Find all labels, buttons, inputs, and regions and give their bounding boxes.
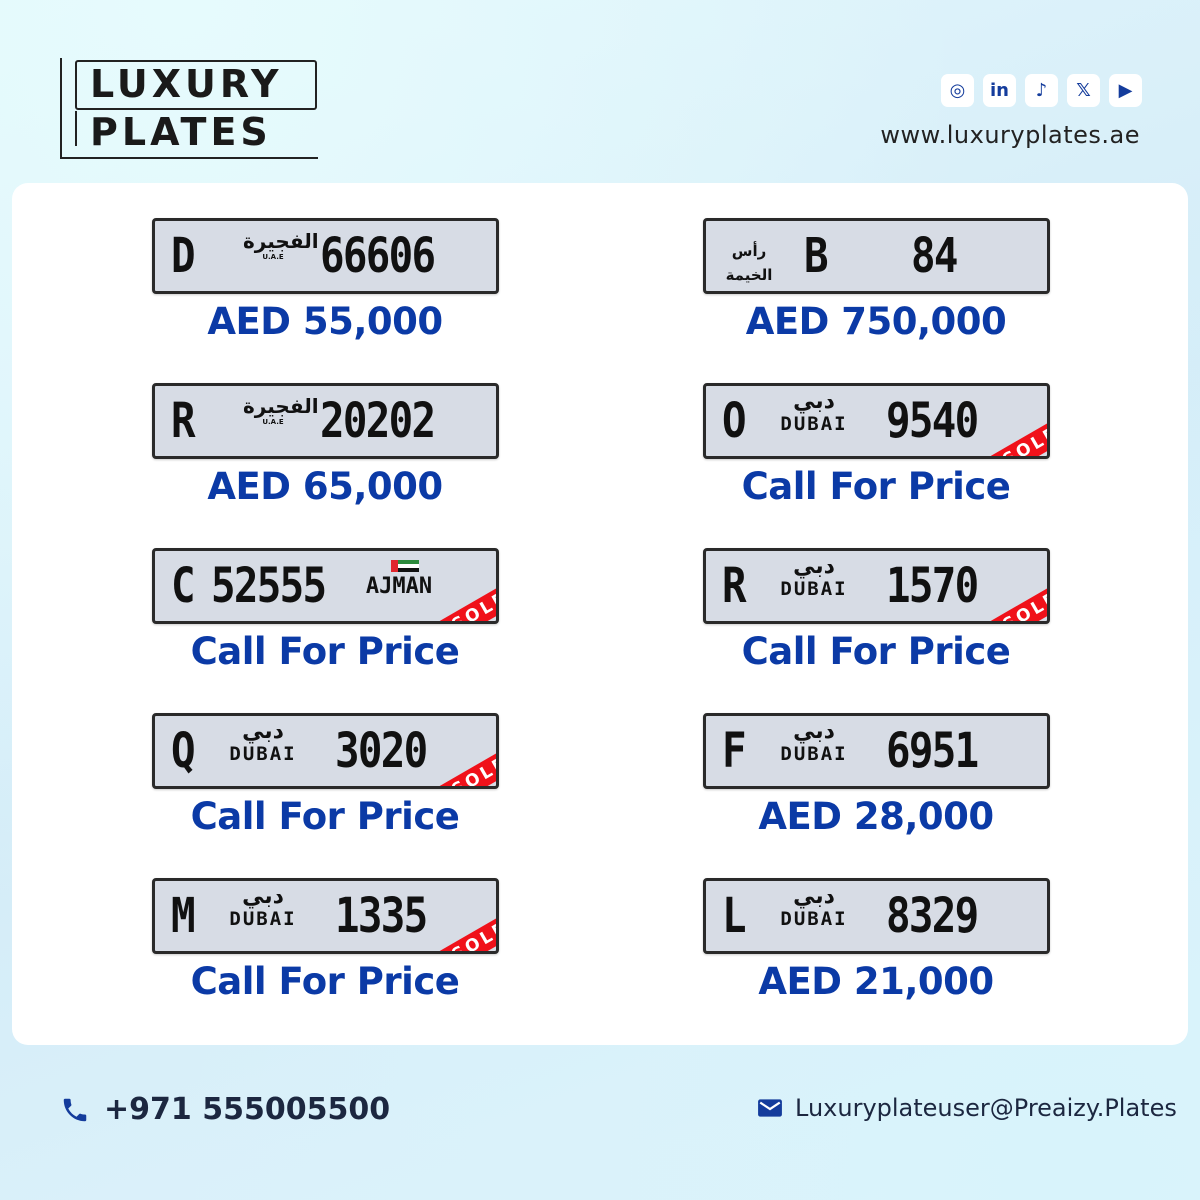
plate-letter: Q [171,723,196,779]
plate-price: Call For Price [741,630,1011,673]
sold-ribbon: SOLD [978,573,1047,621]
website-link[interactable]: www.luxuryplates.ae [880,121,1140,149]
plate-number: 1570 [886,558,979,614]
youtube-icon[interactable]: ▶ [1109,74,1142,107]
plate-price: AED 55,000 [207,300,443,343]
plate-letter: L [722,888,747,944]
plate-price: AED 21,000 [758,960,994,1003]
social-links: ◎ in ♪ 𝕏 ▶ [941,74,1142,107]
plates-card: D الفجيرة U.A.E 66606 AED 55,000 رأس الخيمة B 8… [12,183,1188,1045]
plate-number: 20202 [320,393,436,449]
plate-R20202[interactable]: R الفجيرة U.A.E 20202 [152,383,499,459]
plate-R1570[interactable]: R دبي DUBAI 1570 SOLD [703,548,1050,624]
plate-price: Call For Price [190,795,460,838]
plate-number: 3020 [335,723,428,779]
plate-letter: C [171,558,196,614]
plate-number: 66606 [320,228,436,284]
plate-number: 8329 [886,888,979,944]
plate-number: 52555 [211,558,327,614]
plate-letter: O [722,393,747,449]
logo: LUXURY PLATES [60,58,320,162]
tiktok-icon[interactable]: ♪ [1025,74,1058,107]
plate-price: Call For Price [190,960,460,1003]
sold-ribbon: SOLD [427,738,496,786]
phone-contact[interactable]: +971 555005500 [60,1092,390,1127]
plate-number: 6951 [886,723,979,779]
mail-icon [758,1099,782,1117]
plate-price: AED 750,000 [745,300,1007,343]
email-address: Luxuryplateuser@Preaizy.Plates [795,1094,1177,1122]
plate-price: AED 28,000 [758,795,994,838]
plate-D66606[interactable]: D الفجيرة U.A.E 66606 [152,218,499,294]
sold-ribbon: SOLD [427,903,496,951]
plate-letter: R [722,558,747,614]
plate-B84[interactable]: رأس الخيمة B 84 [703,218,1050,294]
dubai-emblem: دبي DUBAI [780,389,848,435]
logo-line2: PLATES [90,110,272,154]
phone-number: +971 555005500 [104,1092,391,1127]
dubai-emblem: دبي DUBAI [780,884,848,930]
plate-C52555[interactable]: C 52555 AJMAN SOLD [152,548,499,624]
dubai-emblem: دبي DUBAI [780,554,848,600]
email-contact[interactable]: Luxuryplateuser@Preaizy.Plates [757,1094,1177,1122]
plate-number: 9540 [886,393,979,449]
plate-number: 84 [911,228,958,284]
dubai-emblem: دبي DUBAI [780,719,848,765]
x-icon[interactable]: 𝕏 [1067,74,1100,107]
plate-price: AED 65,000 [207,465,443,508]
plate-L8329[interactable]: L دبي DUBAI 8329 [703,878,1050,954]
plate-letter: M [171,888,196,944]
rak-emblem: رأس الخيمة [725,242,773,284]
logo-line1: LUXURY [90,62,283,106]
fujairah-emblem: الفجيرة U.A.E [243,394,319,426]
sold-ribbon: SOLD [978,408,1047,456]
plate-price: Call For Price [741,465,1011,508]
plate-M1335[interactable]: M دبي DUBAI 1335 SOLD [152,878,499,954]
plate-letter: B [804,228,829,284]
plate-number: 1335 [335,888,428,944]
phone-icon [63,1098,87,1121]
plate-letter: R [171,393,196,449]
uae-flag-icon [391,560,419,572]
fujairah-emblem: الفجيرة U.A.E [243,229,319,261]
plate-F6951[interactable]: F دبي DUBAI 6951 [703,713,1050,789]
plate-letter: D [171,228,196,284]
dubai-emblem: دبي DUBAI [229,884,297,930]
plate-letter: F [722,723,747,779]
plate-O9540[interactable]: O دبي DUBAI 9540 SOLD [703,383,1050,459]
dubai-emblem: دبي DUBAI [229,719,297,765]
plate-price: Call For Price [190,630,460,673]
linkedin-icon[interactable]: in [983,74,1016,107]
ajman-emblem: AJMAN [365,574,433,599]
plate-Q3020[interactable]: Q دبي DUBAI 3020 SOLD [152,713,499,789]
instagram-icon[interactable]: ◎ [941,74,974,107]
